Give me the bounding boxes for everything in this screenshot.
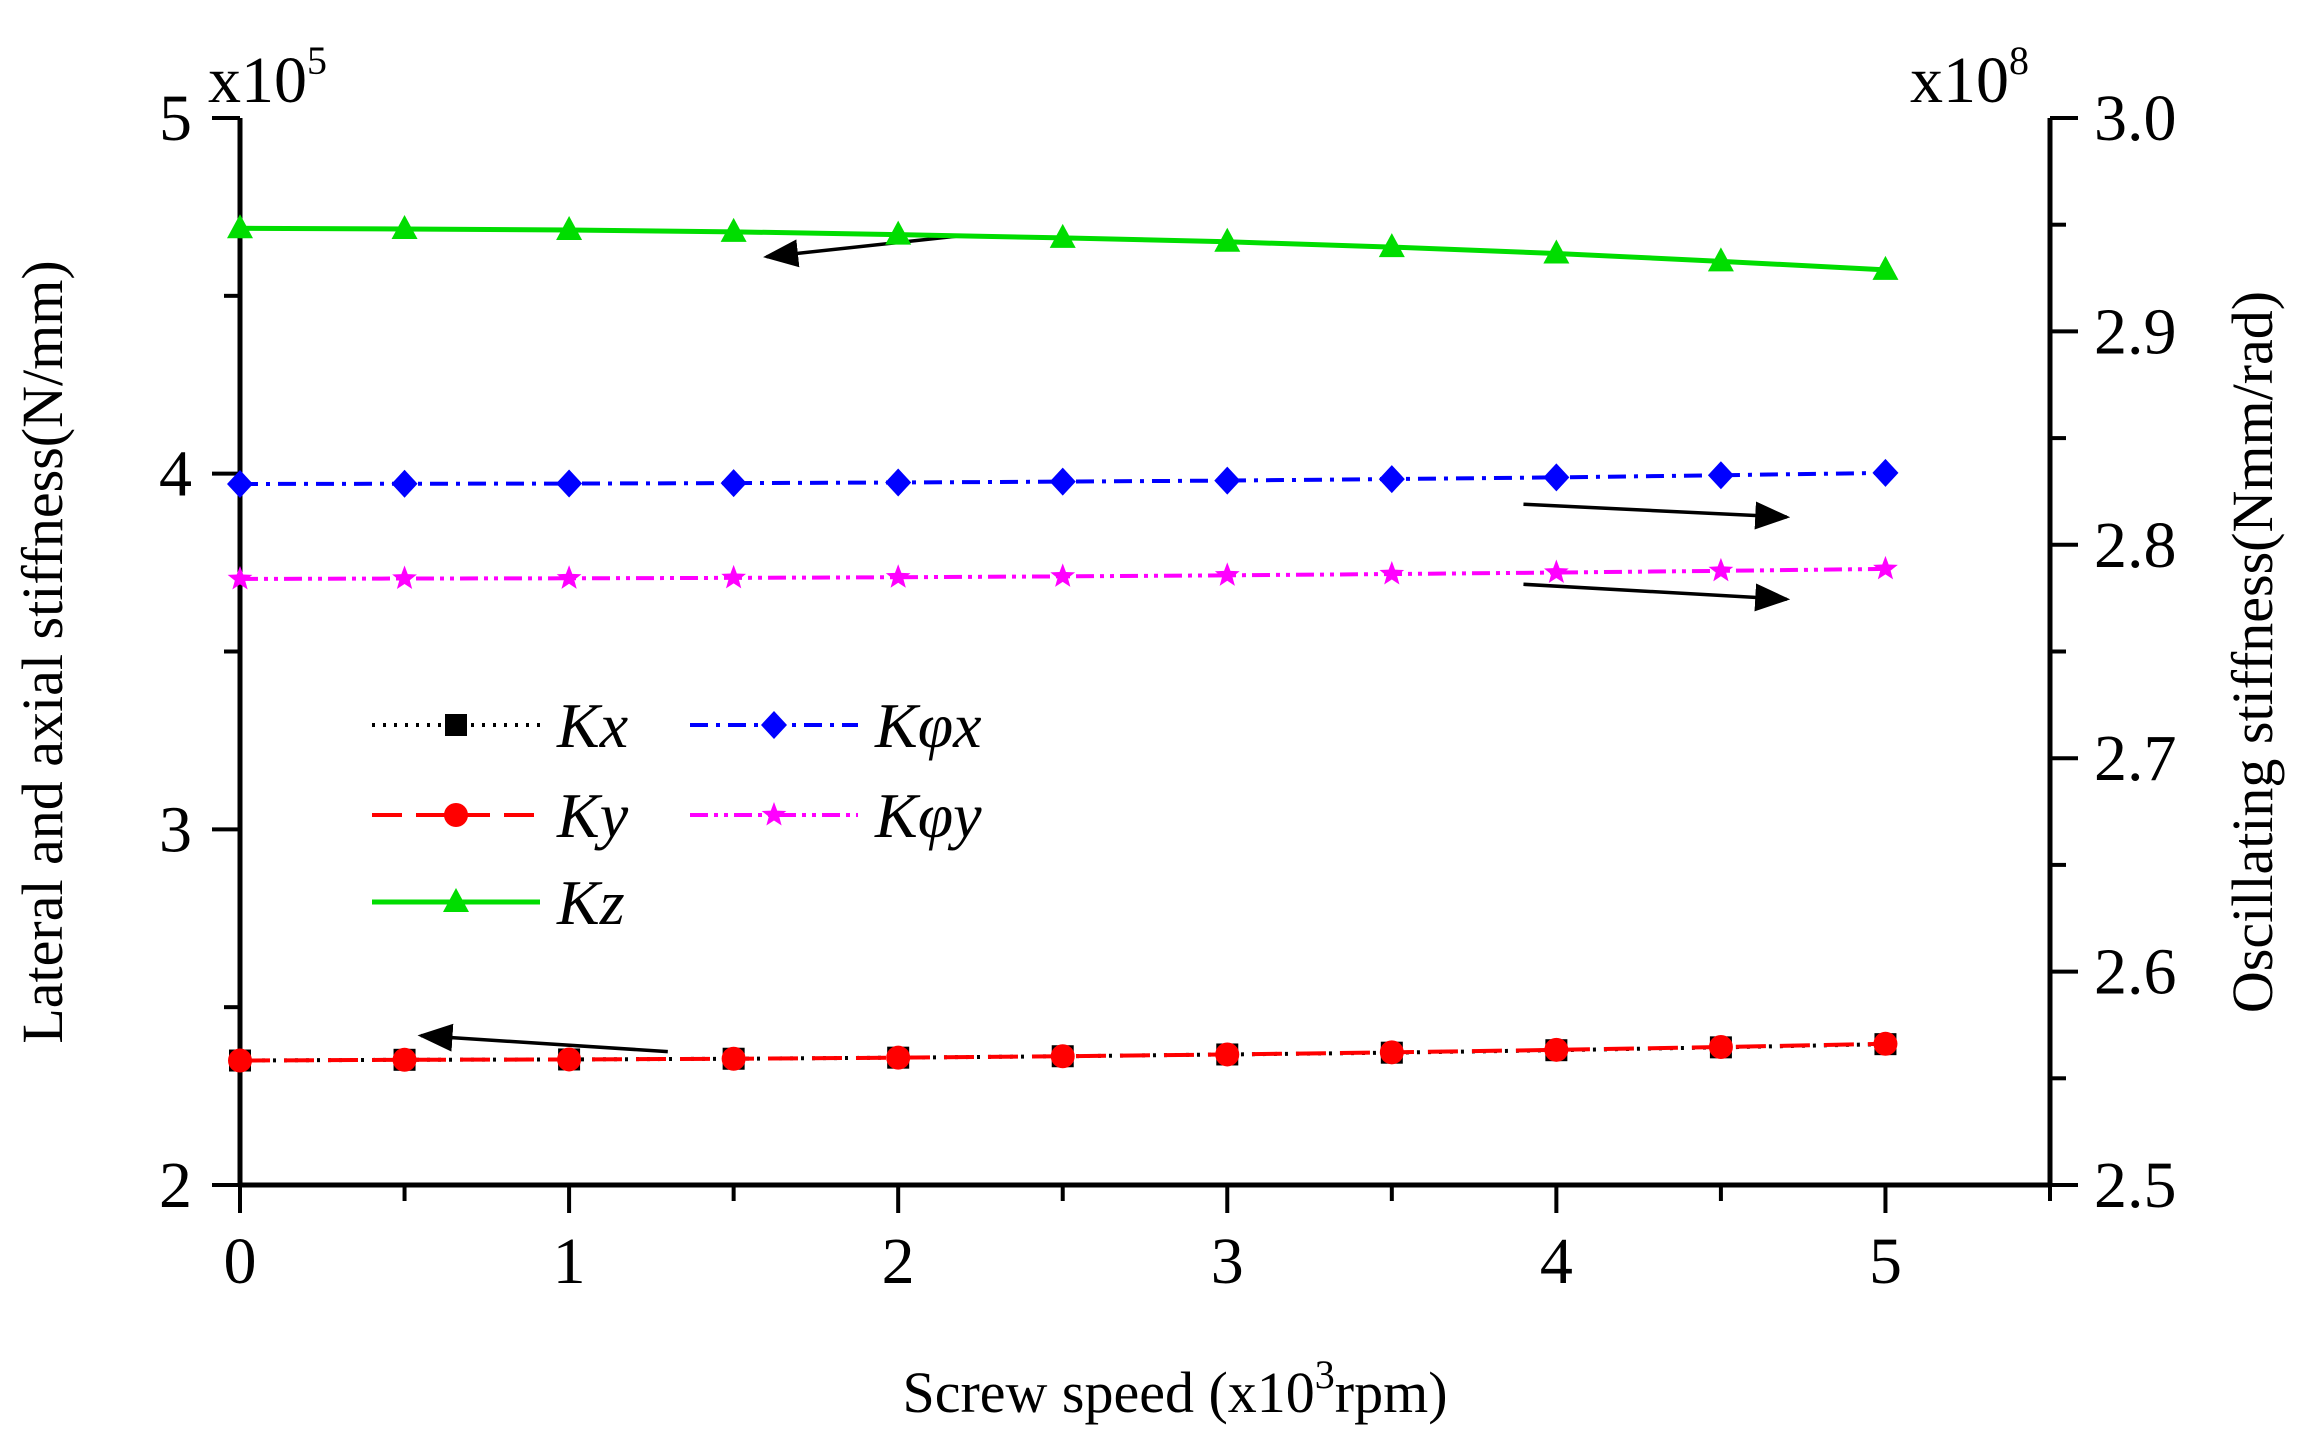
data-point: [720, 469, 747, 498]
series-line: [239, 566, 1886, 581]
data-point: [227, 469, 253, 498]
left-tick-label: 5: [159, 82, 192, 155]
right-tick-label: 2.9: [2094, 295, 2177, 368]
series-Ky: [228, 1031, 1898, 1073]
left-tick-label: 4: [159, 438, 192, 511]
data-point: [556, 565, 582, 589]
data-point: [1050, 1044, 1075, 1069]
data-point: [1378, 465, 1405, 494]
legend-label: Kz: [556, 867, 625, 938]
data-point: [1543, 463, 1570, 492]
data-point: [721, 564, 747, 589]
legend-label: Kx: [556, 690, 628, 761]
x-tick-label: 0: [224, 1225, 257, 1298]
data-point: [556, 469, 583, 498]
data-point: [1050, 563, 1076, 587]
right-tick-label: 2.7: [2094, 722, 2177, 795]
data-point: [1544, 1037, 1569, 1062]
data-point: [227, 214, 253, 239]
series-Kφy: [227, 555, 1898, 590]
x-axis-title: Screw speed (x103rpm): [902, 1352, 1447, 1425]
data-point: [721, 1046, 746, 1071]
data-point: [1049, 467, 1076, 496]
data-point: [392, 565, 417, 590]
right-multiplier: x108: [1910, 38, 2029, 117]
data-point: [1379, 1040, 1404, 1065]
series-line: [239, 470, 1886, 486]
left-tick-label: 3: [159, 793, 192, 866]
left-tick-label: 2: [159, 1149, 192, 1222]
data-point: [391, 469, 418, 498]
series-Kφx: [227, 458, 1899, 498]
axes: [237, 118, 2053, 1188]
data-point: [1214, 562, 1240, 586]
annotation-arrows: [417, 233, 1791, 1054]
data-point: [227, 565, 253, 590]
legend: Kx Ky Kz Kφx Kφy: [372, 690, 982, 938]
x-tick-label: 4: [1540, 1225, 1573, 1298]
series-line: [239, 1041, 1886, 1063]
data-point: [228, 1048, 252, 1073]
data-point: [391, 214, 418, 239]
data-point: [720, 217, 747, 242]
data-point: [1049, 223, 1076, 248]
legend-item: Kφy: [690, 780, 982, 851]
data-point: [1873, 555, 1898, 580]
x-tick-label: 5: [1869, 1225, 1902, 1298]
annotation-arrow: [763, 233, 965, 268]
x-tick-label: 2: [882, 1225, 915, 1298]
right-axis-title: Oscillating stiffness(Nmm/rad): [2220, 291, 2285, 1013]
data-point: [886, 1045, 911, 1070]
legend-label: Kφy: [874, 780, 982, 851]
data-point: [1215, 1042, 1240, 1067]
left-axis-title: Lateral and axial stiffness(N/mm): [10, 260, 75, 1043]
data-point: [392, 1047, 417, 1072]
data-point: [1543, 239, 1570, 264]
annotation-arrow: [1523, 582, 1791, 612]
legend-label: Ky: [556, 780, 629, 851]
legend-marker: [761, 802, 787, 826]
data-point: [1707, 247, 1734, 272]
legend-marker: [445, 714, 467, 736]
data-point: [885, 220, 912, 245]
legend-item: Ky: [372, 780, 629, 851]
data-point: [1873, 1031, 1898, 1056]
legend-marker: [444, 803, 468, 827]
data-point: [1708, 557, 1734, 582]
legend-marker: [761, 711, 787, 739]
right-tick-label: 3.0: [2094, 82, 2177, 155]
right-tick-label: 2.5: [2094, 1149, 2177, 1222]
legend-item: Kφx: [690, 690, 982, 761]
legend-item: Kx: [372, 690, 628, 761]
annotation-arrow: [1523, 501, 1791, 530]
data-point: [1378, 233, 1405, 258]
right-tick-label: 2.6: [2094, 936, 2177, 1009]
data-point: [1872, 255, 1899, 280]
annotation-arrow: [417, 1023, 668, 1054]
data-point: [1543, 559, 1569, 584]
series-Kz: [227, 214, 1899, 280]
series-group: [227, 214, 1899, 1073]
data-point: [1379, 561, 1405, 585]
data-point: [885, 564, 911, 588]
x-tick-label: 1: [553, 1225, 586, 1298]
data-point: [1872, 458, 1899, 487]
data-point: [1707, 461, 1734, 490]
data-point: [1214, 227, 1241, 252]
left-multiplier: x105: [208, 38, 327, 117]
data-point: [1708, 1035, 1733, 1060]
data-point: [885, 468, 912, 497]
legend-item: Kz: [372, 867, 625, 938]
x-tick-label: 3: [1211, 1225, 1244, 1298]
data-point: [1214, 466, 1241, 495]
legend-label: Kφx: [874, 690, 982, 761]
legend-marker: [443, 888, 469, 912]
tick-labels: 0 1 2 3 4 5 2 3 4 5 2.5 2.6 2.7 2.8 2.9 3.0: [159, 82, 2177, 1298]
data-point: [557, 1047, 582, 1072]
data-point: [556, 216, 583, 241]
ticks: [212, 116, 2078, 1213]
right-tick-label: 2.8: [2094, 509, 2177, 582]
